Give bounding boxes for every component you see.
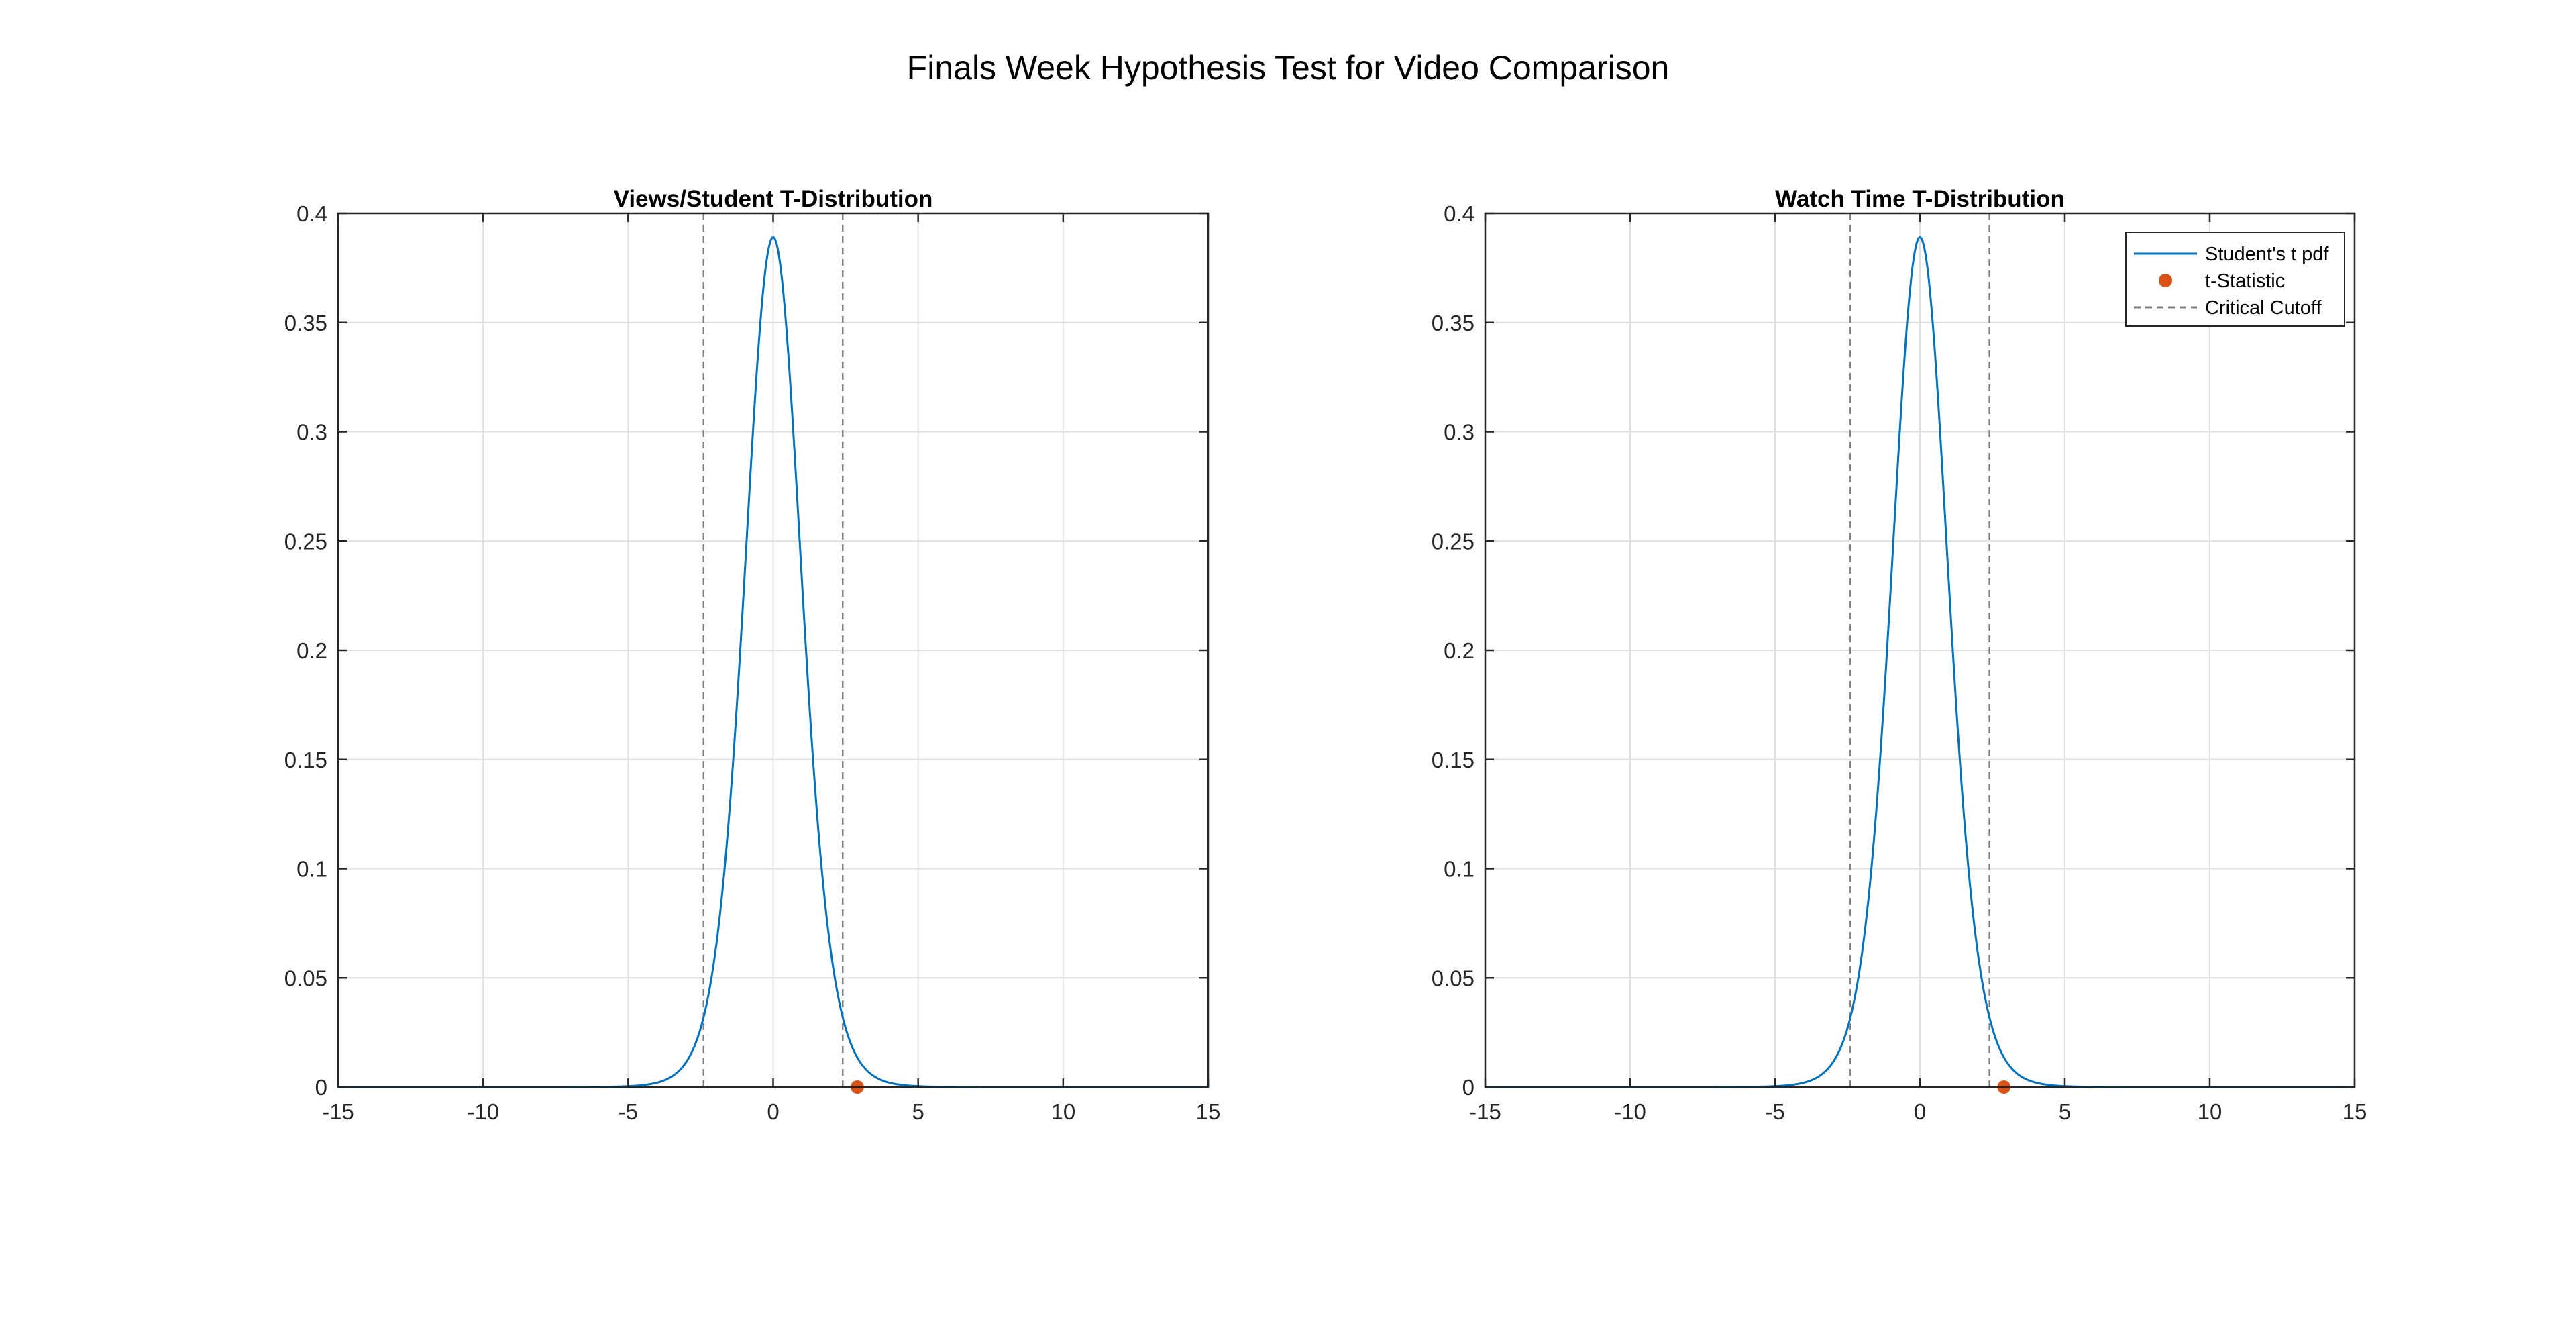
subplot-title: Views/Student T-Distribution [614,186,933,212]
grid [338,213,1208,1087]
x-tick-label-4: 5 [2059,1099,2071,1124]
y-tick-label-4: 0.2 [297,638,327,663]
y-tick-label-8: 0.4 [1444,201,1474,226]
y-tick-label-1: 0.05 [1432,966,1474,990]
x-tick-label-0: -15 [322,1099,354,1124]
watch-time-t-distribution-plot: -15 -10 -5 0 5 10 15 0 0.05 0.1 0.15 0.2 0.25 0.3 0.35… [1432,186,2367,1124]
legend-entry-pdf: Student's t pdf [2205,244,2329,265]
y-tick-label-6: 0.3 [297,420,327,445]
views-t-distribution-plot: -15 -10 -5 0 5 10 15 0 0.05 0.1 0.15 0.2 0.25 0.3 0.35… [284,186,1221,1124]
y-tick-label-3: 0.15 [284,748,327,772]
x-tick-label-3: 0 [767,1099,779,1124]
y-tick-label-6: 0.3 [1444,420,1474,445]
x-tick-label-3: 0 [1914,1099,1926,1124]
y-tick-label-3: 0.15 [1432,748,1474,772]
y-tick-label-0: 0 [315,1075,327,1100]
legend-entry-critical-cutoff: Critical Cutoff [2205,297,2322,319]
x-tick-label-6: 15 [1196,1099,1221,1124]
x-tick-label-5: 10 [2198,1099,2222,1124]
y-tick-label-5: 0.25 [284,529,327,554]
y-tick-label-2: 0.1 [297,857,327,882]
y-tick-label-1: 0.05 [284,966,327,990]
x-tick-label-6: 15 [2343,1099,2367,1124]
ticks: -15 -10 -5 0 5 10 15 0 0.05 0.1 0.15 0.2 0.25 0.3 0.35… [1432,201,2367,1124]
y-tick-label-0: 0 [1462,1075,1474,1100]
y-tick-label-2: 0.1 [1444,857,1474,882]
x-tick-label-5: 10 [1051,1099,1075,1124]
legend-t-statistic-swatch [2159,274,2172,287]
subplot-title: Watch Time T-Distribution [1775,186,2065,212]
y-tick-label-8: 0.4 [297,201,327,226]
y-tick-label-7: 0.35 [1432,311,1474,336]
y-tick-label-5: 0.25 [1432,529,1474,554]
x-tick-label-1: -10 [1614,1099,1646,1124]
x-tick-label-0: -15 [1469,1099,1501,1124]
critical-cutoff-lines [1849,213,1990,1087]
x-tick-label-2: -5 [1765,1099,1784,1124]
grid [1485,213,2355,1087]
ticks: -15 -10 -5 0 5 10 15 0 0.05 0.1 0.15 0.2 0.25 0.3 0.35… [284,201,1221,1124]
y-tick-label-7: 0.35 [284,311,327,336]
y-tick-label-4: 0.2 [1444,638,1474,663]
legend[interactable]: Student's t pdf t-Statistic Critical Cut… [2125,232,2345,327]
x-tick-label-1: -10 [467,1099,499,1124]
figure-title: Finals Week Hypothesis Test for Video Co… [907,49,1670,87]
critical-cutoff-lines [702,213,844,1087]
legend-entry-t-statistic: t-Statistic [2205,270,2285,292]
x-tick-label-4: 5 [912,1099,924,1124]
x-tick-label-2: -5 [619,1099,638,1124]
